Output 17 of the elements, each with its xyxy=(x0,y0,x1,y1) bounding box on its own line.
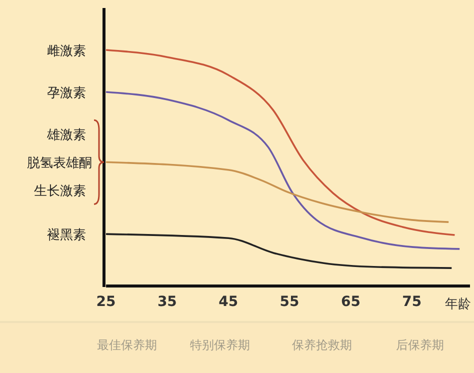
x-tick-label: 55 xyxy=(280,294,300,310)
x-tick-label: 45 xyxy=(218,294,238,310)
series-label: 雌激素 xyxy=(47,44,86,59)
x-tick-label: 35 xyxy=(157,294,177,310)
text: 保养抢救期 xyxy=(292,338,352,352)
text: 后保养期 xyxy=(396,338,444,352)
series-label: 褪黑素 xyxy=(47,228,86,244)
text: 生长激素 xyxy=(34,184,86,200)
x-tick-label: 25 xyxy=(96,294,116,310)
text: 特别保养期 xyxy=(190,338,250,352)
text: 最佳保养期 xyxy=(97,338,157,352)
x-axis-title: 年龄 xyxy=(445,297,471,312)
x-tick-label: 75 xyxy=(402,294,422,310)
text: 雄激素 xyxy=(46,128,86,144)
series-label: 孕激素 xyxy=(47,86,86,102)
x-tick-label: 65 xyxy=(340,294,360,310)
series-label: 脱氢表雄酮 xyxy=(27,156,92,172)
